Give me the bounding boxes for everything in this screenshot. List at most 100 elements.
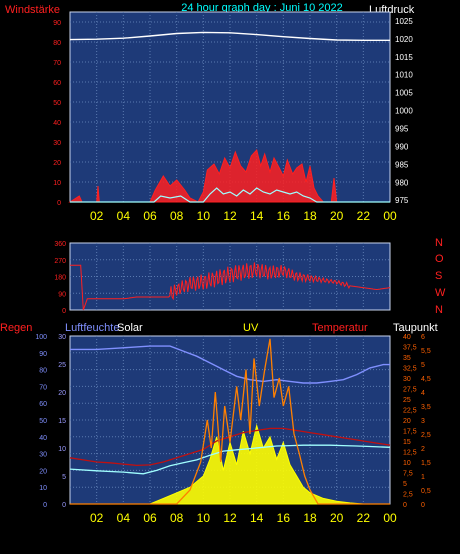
label-regen: Regen: [0, 322, 32, 334]
label-taupunkt: Taupunkt: [393, 322, 438, 334]
panel1-x-tick: 04: [117, 209, 131, 223]
panel3-y-left-tick: 60: [39, 401, 47, 408]
panel1-x-tick: 00: [383, 209, 397, 223]
panel1-y-right-tick: 990: [395, 142, 409, 151]
panel3-x-tick: 02: [90, 511, 104, 525]
header-title: 24 hour graph day : Juni 10 2022: [181, 2, 342, 14]
label-temperatur: Temperatur: [312, 322, 368, 334]
panel1-x-tick: 20: [330, 209, 344, 223]
panel1-x-tick: 18: [303, 209, 317, 223]
panel1-x-tick: 12: [223, 209, 237, 223]
panel3-y-left-tick: 90: [39, 351, 47, 358]
panel3-y-right-tick: 17,5: [403, 429, 417, 436]
panel1-y-right-tick: 980: [395, 178, 409, 187]
panel1-y-left-tick: 60: [53, 80, 61, 87]
panel1-y-left-tick: 20: [53, 160, 61, 167]
panel1-x-tick: 16: [277, 209, 291, 223]
temperature-series: [69, 427, 391, 467]
panel3-y-left-tick: 70: [39, 384, 47, 391]
panel3-y-mid-tick: 5: [62, 474, 66, 481]
panel3-y-right-tick: 27,5: [403, 387, 417, 394]
panel1-y-left-tick: 10: [53, 180, 61, 187]
panel2-compass-tick: O: [435, 253, 444, 265]
panel3-y-right-tick: 10: [403, 460, 411, 467]
panel3-y-right-tick: 7,5: [403, 471, 413, 478]
panel3-y-mid-tick: 30: [58, 334, 66, 341]
panel2-compass-tick: S: [435, 270, 442, 282]
panel2-y-left-tick: 360: [54, 241, 66, 248]
panel2-y-left-tick: 270: [54, 258, 66, 265]
pressure-series: [69, 31, 390, 41]
panel3-y-mid-tick: 10: [58, 446, 66, 453]
panel2-y-left-tick: 180: [54, 275, 66, 282]
panel3-y-right-tick: 32,5: [403, 366, 417, 373]
panel1-y-right-tick: 975: [395, 196, 409, 205]
panel3-x-tick: 22: [357, 511, 371, 525]
panel1-x-tick: 08: [170, 209, 184, 223]
label-uv: UV: [243, 322, 259, 334]
panel3-y-far-right-tick: 3,5: [421, 404, 431, 411]
panel3-y-right-tick: 37,5: [403, 345, 417, 352]
panel3-y-mid-tick: 20: [58, 390, 66, 397]
panel3-y-left-tick: 80: [39, 368, 47, 375]
panel2-compass-tick: W: [435, 287, 446, 299]
panel3-y-left-tick: 20: [39, 468, 47, 475]
panel3-x-tick: 08: [170, 511, 184, 525]
panel3-y-left-tick: 50: [39, 418, 47, 425]
panel3-x-tick: 20: [330, 511, 344, 525]
panel1-x-tick: 02: [90, 209, 104, 223]
panel3-y-right-tick: 12,5: [403, 450, 417, 457]
panel3-y-far-right-tick: 0: [421, 502, 425, 509]
panel1-y-right-tick: 995: [395, 125, 409, 134]
panel3-y-far-right-tick: 5: [421, 362, 425, 369]
panel1-y-right-tick: 985: [395, 160, 409, 169]
panel1-x-tick: 22: [357, 209, 371, 223]
panel2-y-left-tick: 0: [62, 308, 66, 315]
panel1-x-tick: 14: [250, 209, 264, 223]
panel3-y-left-tick: 100: [35, 334, 47, 341]
panel2-y-left-tick: 90: [58, 291, 66, 298]
panel1-y-left-tick: 80: [53, 40, 61, 47]
wind-gust-series: [68, 148, 390, 203]
panel1-x-tick: 10: [197, 209, 211, 223]
uv-series: [70, 338, 390, 505]
panel1-y-right-tick: 1020: [395, 35, 413, 44]
label-luftfeuchte: Luftfeuchte: [65, 322, 119, 334]
header-windstaerke: Windstärke: [5, 4, 60, 16]
panel3-x-tick: 04: [117, 511, 131, 525]
panel3-y-far-right-tick: 2,5: [421, 432, 431, 439]
panel3-x-tick: 16: [277, 511, 291, 525]
panel3-y-left-tick: 30: [39, 452, 47, 459]
panel3-y-far-right-tick: 3: [421, 418, 425, 425]
panel3-y-mid-tick: 15: [58, 418, 66, 425]
panel3-x-tick: 10: [197, 511, 211, 525]
panel3-y-right-tick: 35: [403, 355, 411, 362]
panel1-y-left-tick: 90: [53, 20, 61, 27]
panel3-y-left-tick: 10: [39, 485, 47, 492]
panel1-x-tick: 06: [143, 209, 157, 223]
panel1-y-left-tick: 0: [57, 200, 61, 207]
panel3-y-right-tick: 22,5: [403, 408, 417, 415]
panel3-y-right-tick: 5: [403, 481, 407, 488]
panel1-y-left-tick: 50: [53, 100, 61, 107]
panel3-x-tick: 12: [223, 511, 237, 525]
panel3-x-tick: 06: [143, 511, 157, 525]
panel3-y-right-tick: 15: [403, 439, 411, 446]
panel3-y-right-tick: 40: [403, 334, 411, 341]
panel3-y-far-right-tick: 6: [421, 334, 425, 341]
panel3-y-right-tick: 2,5: [403, 492, 413, 499]
panel3-y-far-right-tick: 0,5: [421, 488, 431, 495]
wind-avg-series: [70, 187, 390, 203]
dewpoint-series: [69, 444, 391, 475]
panel2-compass-tick: N: [435, 237, 443, 249]
panel1-y-right-tick: 1000: [395, 107, 413, 116]
panel1-y-right-tick: 1015: [395, 53, 413, 62]
panel1-y-right-tick: 1005: [395, 89, 413, 98]
panel3-y-far-right-tick: 2: [421, 446, 425, 453]
solar-series: [70, 423, 390, 505]
panel3-y-left-tick: 40: [39, 435, 47, 442]
wind-direction-series: [70, 262, 391, 311]
panel3-y-mid-tick: 25: [58, 362, 66, 369]
panel3-y-right-tick: 0: [403, 502, 407, 509]
